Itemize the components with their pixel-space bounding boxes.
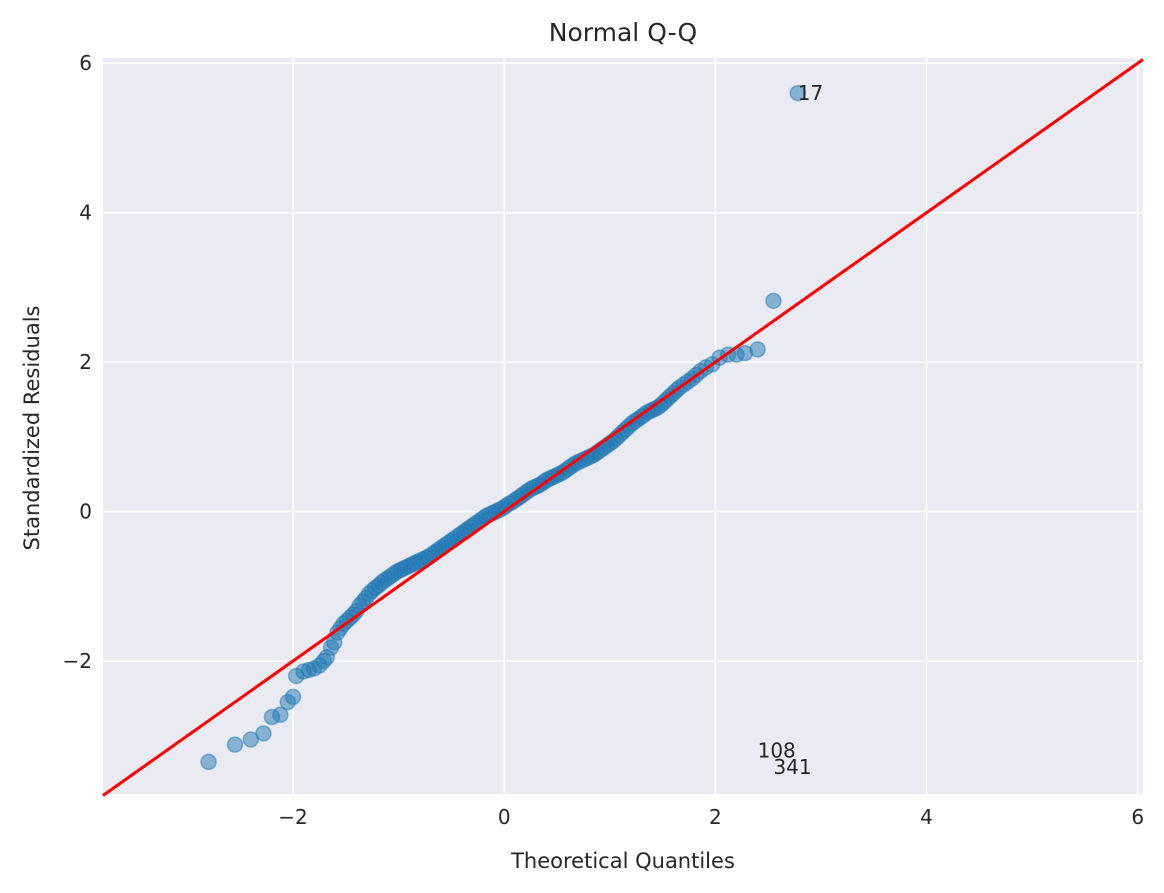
data-point [272,706,289,724]
data-point [226,736,244,753]
x-tick-label: 6 [1131,805,1144,829]
y-tick-label: 0 [79,500,92,524]
y-axis-label: Standardized Residuals [20,306,44,551]
x-tick-label: −2 [278,805,307,829]
data-point [200,753,217,771]
data-point [765,292,782,310]
reference-line [102,58,1144,797]
chart-title: Normal Q-Q [549,18,697,47]
grid-lines [103,58,1143,794]
y-tick-label: 6 [79,51,92,75]
x-tick-label: 0 [498,805,511,829]
tick-labels: −2 0 2 4 6 −2 0 2 4 6 [63,51,1145,829]
y-tick-label: 2 [79,350,92,374]
data-point [284,688,302,706]
reference-line-group [102,58,1144,797]
data-point [789,84,806,102]
y-tick-label: 4 [79,201,92,225]
data-point [749,341,766,358]
y-tick-label: −2 [63,649,92,673]
x-tick-label: 2 [709,805,722,829]
x-axis-label: Theoretical Quantiles [510,849,735,873]
point-annotation: 108 [758,739,796,763]
x-tick-label: 4 [920,805,933,829]
data-point [255,725,272,742]
point-annotation: 341 [773,755,811,779]
point-annotation: 17 [798,81,823,105]
